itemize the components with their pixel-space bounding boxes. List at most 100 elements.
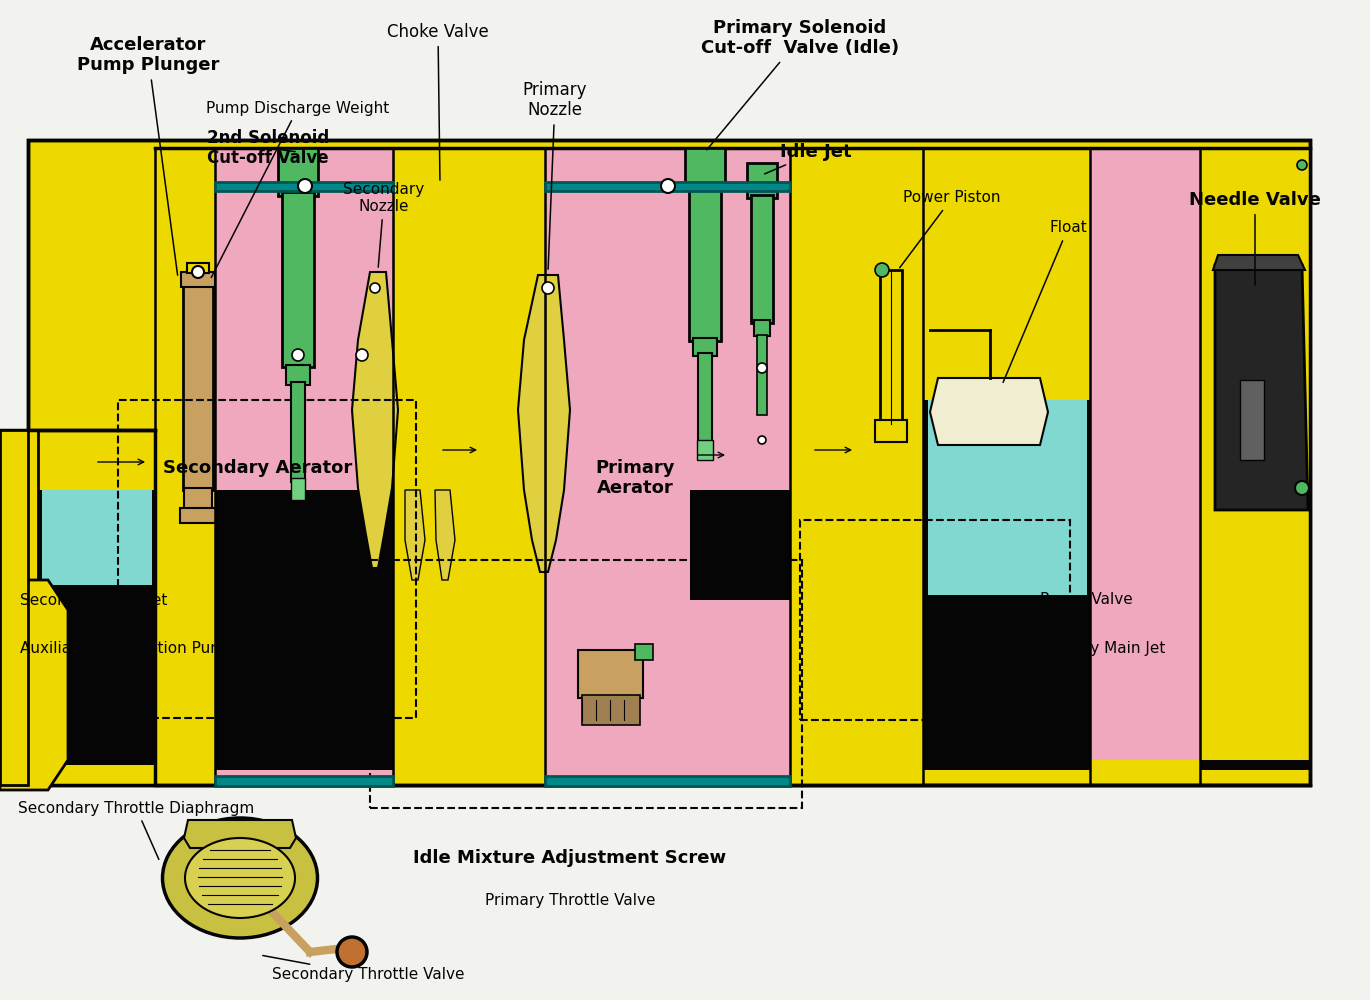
Bar [1200, 148, 1312, 760]
Bar [184, 488, 212, 510]
Bar [636, 644, 653, 660]
Text: Primary Solenoid
Cut-off  Valve (Idle): Primary Solenoid Cut-off Valve (Idle) [701, 19, 899, 150]
Text: Secondary Main Jet: Secondary Main Jet [21, 592, 167, 607]
Text: Idle Jet: Idle Jet [764, 143, 852, 174]
Circle shape [543, 282, 553, 294]
Text: Idle Mixture Adjustment Screw: Idle Mixture Adjustment Screw [414, 849, 726, 867]
Polygon shape [215, 490, 393, 770]
Circle shape [1297, 160, 1307, 170]
Polygon shape [0, 679, 12, 693]
Polygon shape [0, 430, 155, 785]
Text: Secondary Aerator: Secondary Aerator [163, 459, 352, 477]
Bar [278, 148, 318, 196]
Text: Primary Throttle Valve: Primary Throttle Valve [485, 892, 655, 908]
Bar [697, 440, 712, 460]
Polygon shape [215, 148, 393, 785]
Bar [790, 430, 923, 550]
Bar [758, 335, 767, 415]
Text: Power Valve: Power Valve [1040, 592, 1133, 607]
Polygon shape [0, 715, 12, 729]
Polygon shape [0, 661, 12, 675]
Polygon shape [1200, 310, 1312, 770]
Bar [751, 195, 773, 323]
Ellipse shape [185, 838, 295, 918]
Ellipse shape [163, 818, 318, 938]
Bar [545, 776, 790, 786]
Text: Power Jet: Power Jet [975, 690, 1047, 706]
Text: Choke Valve: Choke Valve [388, 23, 489, 180]
Bar [370, 560, 801, 808]
Bar [290, 478, 306, 500]
Polygon shape [38, 490, 155, 765]
Polygon shape [0, 580, 68, 790]
Bar [1240, 380, 1265, 460]
Bar [754, 320, 770, 336]
Bar [282, 192, 314, 367]
Circle shape [1295, 481, 1308, 495]
Polygon shape [436, 490, 455, 580]
Polygon shape [184, 820, 296, 848]
Circle shape [758, 436, 766, 444]
Text: Pump Discharge Weight: Pump Discharge Weight [207, 101, 389, 278]
Text: 2nd Solenoid
Cut-off Valve: 2nd Solenoid Cut-off Valve [207, 129, 329, 167]
Text: Secondary Throttle Valve: Secondary Throttle Valve [263, 956, 464, 982]
Polygon shape [406, 490, 425, 580]
Text: Secondary Throttle Diaphragm: Secondary Throttle Diaphragm [18, 800, 255, 859]
Polygon shape [923, 400, 1091, 770]
Polygon shape [27, 140, 1310, 785]
Circle shape [337, 937, 367, 967]
Polygon shape [0, 751, 12, 765]
Bar [286, 365, 310, 385]
Polygon shape [0, 733, 12, 747]
Bar [290, 382, 306, 482]
Bar [693, 338, 717, 356]
Text: Secondary
Nozzle: Secondary Nozzle [344, 182, 425, 267]
Bar [545, 182, 790, 191]
Bar [582, 695, 640, 725]
Bar [181, 272, 215, 287]
Bar [393, 148, 545, 785]
Polygon shape [690, 490, 790, 600]
Text: Needle Valve: Needle Valve [1189, 191, 1321, 285]
Circle shape [299, 179, 312, 193]
Bar [880, 270, 901, 425]
Polygon shape [545, 148, 790, 785]
Bar [186, 263, 210, 273]
Text: Primary
Nozzle: Primary Nozzle [523, 81, 588, 269]
Bar [215, 776, 393, 786]
Polygon shape [42, 490, 152, 585]
Bar [184, 285, 212, 490]
Circle shape [758, 363, 767, 373]
Text: Float: Float [1003, 221, 1086, 382]
Circle shape [192, 266, 204, 278]
Bar [155, 148, 215, 785]
Polygon shape [927, 400, 1086, 595]
Polygon shape [0, 697, 12, 711]
Bar [179, 508, 216, 523]
Polygon shape [1215, 265, 1308, 510]
Bar [800, 520, 1070, 720]
Text: Accelerator
Pump Plunger: Accelerator Pump Plunger [77, 36, 219, 275]
Polygon shape [0, 625, 12, 639]
Bar [790, 148, 923, 785]
Circle shape [356, 349, 369, 361]
Polygon shape [518, 275, 570, 572]
Polygon shape [0, 643, 12, 657]
Bar [697, 353, 712, 443]
Polygon shape [352, 272, 399, 568]
Polygon shape [1212, 255, 1306, 270]
Text: Power Piston: Power Piston [900, 190, 1000, 268]
Bar [747, 163, 777, 198]
Bar [118, 400, 416, 718]
Text: Primary
Aerator: Primary Aerator [595, 459, 675, 497]
Text: Primary Main Jet: Primary Main Jet [1040, 641, 1166, 656]
Bar [875, 420, 907, 442]
Polygon shape [1091, 148, 1200, 760]
Polygon shape [930, 378, 1048, 445]
Polygon shape [0, 430, 38, 580]
Bar [685, 148, 725, 190]
Bar [393, 430, 545, 490]
Circle shape [875, 263, 889, 277]
Text: Auxiliary Acceleration Pump: Auxiliary Acceleration Pump [21, 641, 234, 656]
Circle shape [292, 349, 304, 361]
